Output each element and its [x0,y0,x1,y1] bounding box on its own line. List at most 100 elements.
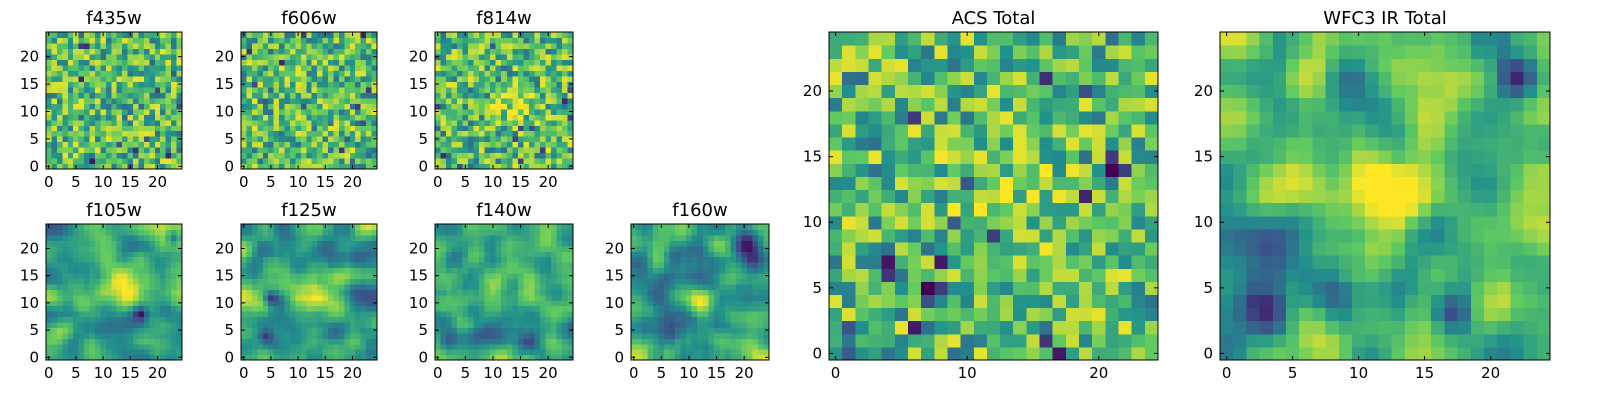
heatmap-cell [138,42,145,50]
heatmap-cell [251,75,258,82]
heatmap-cell [262,103,269,110]
heatmap-cell [171,327,178,334]
heatmap-cell [669,327,676,334]
heatmap-cell [746,316,754,323]
heatmap-cell [176,64,183,71]
heatmap-cell [133,354,140,361]
heatmap-cell [73,53,80,60]
heatmap-cell [241,86,248,93]
heatmap-cell [550,125,558,132]
heatmap-cell [51,75,58,82]
heatmap-cell [446,70,453,77]
heatmap-cell [730,305,737,312]
heatmap-cell [697,349,704,356]
heatmap-cell [371,37,378,44]
heatmap-cell [550,224,558,231]
heatmap-cell [501,130,508,137]
heatmap-cell [116,92,123,99]
heatmap-cell [534,53,541,60]
heatmap-cell [127,103,134,110]
heatmap-cell [78,321,85,328]
heatmap-cell [512,32,519,39]
heatmap-cell [67,321,74,328]
heatmap-cell [435,311,442,318]
heatmap-cell [241,349,248,356]
heatmap-cell [457,97,464,104]
heatmap-cell [127,321,134,328]
heatmap-cell [539,316,546,323]
heatmap-cell [550,349,558,356]
heatmap-cell [143,327,150,334]
heatmap-cell [143,125,150,132]
heatmap-cell [741,300,748,307]
heatmap-cell [468,224,475,231]
heatmap-cell [462,278,469,285]
heatmap-cell [105,332,112,339]
heatmap-cell [855,346,870,361]
heatmap-cell [1013,346,1027,361]
heatmap-cell [366,338,373,345]
heatmap-cell [539,245,546,252]
heatmap-cell [273,141,280,148]
heatmap-cell [268,92,275,99]
heatmap-cells [829,32,1159,361]
heatmap-cell [495,125,502,132]
heatmap-cell [829,163,843,177]
heatmap-cell [567,294,574,301]
heatmap-cell [479,130,486,137]
heatmap-cell [46,338,53,345]
heatmap-cell [440,42,447,50]
heatmap-cell [73,349,80,356]
heatmap-cell [528,141,535,148]
heatmap-cell [300,53,307,60]
heatmap-cell [94,64,101,71]
heatmap-cell [730,245,737,252]
heatmap-cell [51,316,58,323]
heatmap-cell [322,327,329,334]
heatmap-cell [143,267,150,274]
heatmap-cell [300,81,307,88]
heatmap-cell [691,234,698,241]
heatmap-cell [479,283,486,290]
heatmap-cell [1013,320,1027,335]
heatmap-cell [133,108,140,115]
heatmap-cell [105,338,112,345]
heatmap-cell [561,321,569,328]
heatmap-cell [284,136,291,143]
heatmap-cell [273,251,280,258]
heatmap-cell [495,114,502,121]
heatmap-cell [89,349,96,356]
heatmap-cell [143,108,150,115]
heatmap-cell [675,354,682,361]
heatmap-cell [642,272,649,279]
heatmap-cell [567,92,574,99]
heatmap-cell [523,229,530,236]
heatmap-cell [539,278,546,285]
heatmap-cell [89,64,96,71]
heatmap-cell [468,48,475,55]
heatmap-cell [490,245,497,252]
heatmap-cell [539,224,546,231]
heatmap-cell [241,234,248,241]
heatmap-cell [262,108,269,115]
x-tick-label: 15 [511,364,530,382]
heatmap-cell [561,300,569,307]
heatmap-cell [512,354,519,361]
heatmap-cell [457,32,464,39]
heatmap-cell [317,343,324,350]
heatmap-cell [116,321,123,328]
heatmap-cell [550,147,558,154]
heatmap-cell [735,316,742,323]
heatmap-cell [523,158,530,165]
heatmap-cell [349,42,356,50]
heatmap-cell [473,86,480,93]
heatmap-cell [306,141,313,148]
heatmap-cell [1105,176,1120,191]
heatmap-cell [1105,189,1120,204]
heatmap-cell [490,256,497,263]
heatmap-cell [62,86,69,93]
heatmap-cell [116,37,123,44]
heatmap-cell [328,267,335,274]
heatmap-cell [468,163,475,170]
heatmap-cell [501,278,508,285]
